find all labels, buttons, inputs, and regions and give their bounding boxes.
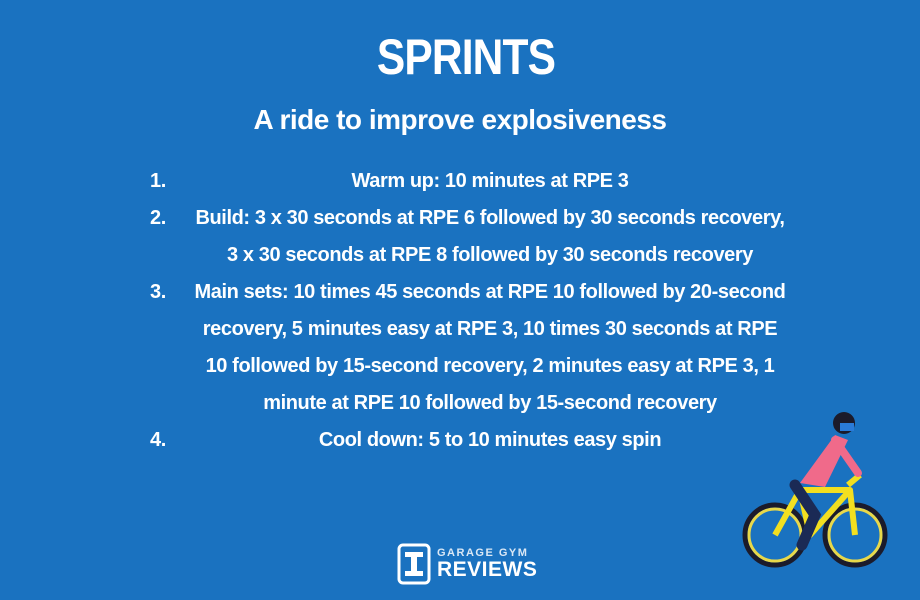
title: SPRINTS: [376, 29, 556, 85]
step-number: 1.: [150, 170, 166, 192]
logo-line1: GARAGE GYM: [437, 547, 529, 559]
step-number: 3.: [150, 281, 166, 303]
step-number: 4.: [150, 429, 166, 451]
step-item: 4. Cool down: 5 to 10 minutes easy spin: [150, 422, 790, 459]
logo-text: GARAGE GYM REVIEWS: [437, 547, 538, 581]
step-list: 1. Warm up: 10 minutes at RPE 3 2. Build: 3…: [150, 163, 790, 459]
subtitle: A ride to improve explosiveness: [253, 104, 667, 135]
step-text: Main sets: 10 times 45 seconds at RPE 10…: [194, 281, 786, 414]
step-number: 2.: [150, 207, 166, 229]
step-item: 3. Main sets: 10 times 45 seconds at RPE …: [150, 274, 790, 422]
logo-icon: [397, 543, 431, 585]
cyclist-illustration: [742, 412, 888, 568]
step-item: 1. Warm up: 10 minutes at RPE 3: [150, 163, 790, 200]
step-item: 2. Build: 3 x 30 seconds at RPE 6 followe…: [150, 200, 790, 274]
step-text: Cool down: 5 to 10 minutes easy spin: [318, 429, 662, 451]
logo: GARAGE GYM REVIEWS: [397, 543, 537, 585]
step-text: Build: 3 x 30 seconds at RPE 6 followed …: [195, 207, 785, 266]
logo-line2: REVIEWS: [437, 558, 538, 581]
step-text: Warm up: 10 minutes at RPE 3: [351, 170, 629, 192]
